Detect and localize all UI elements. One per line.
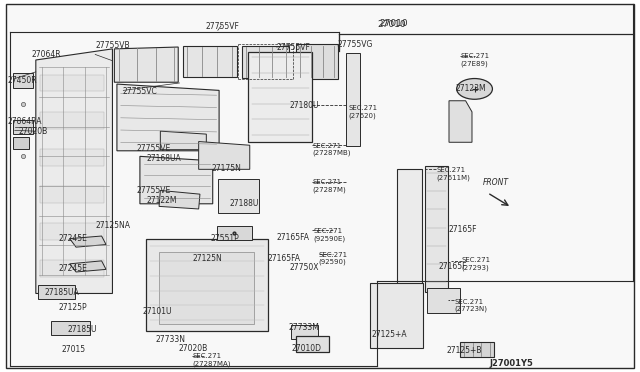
Text: 27755VG: 27755VG bbox=[338, 40, 373, 49]
Text: 27180U: 27180U bbox=[289, 101, 319, 110]
Polygon shape bbox=[70, 261, 106, 272]
FancyBboxPatch shape bbox=[13, 120, 33, 134]
Polygon shape bbox=[147, 238, 268, 331]
Polygon shape bbox=[159, 190, 200, 209]
Text: 27122M: 27122M bbox=[147, 196, 177, 205]
Text: 27125P: 27125P bbox=[58, 303, 87, 312]
FancyBboxPatch shape bbox=[40, 149, 104, 166]
Polygon shape bbox=[161, 131, 206, 150]
Polygon shape bbox=[346, 53, 360, 146]
Text: SEC.271
(27287M): SEC.271 (27287M) bbox=[312, 179, 346, 193]
Text: 27245E: 27245E bbox=[58, 264, 87, 273]
Polygon shape bbox=[296, 44, 338, 78]
Polygon shape bbox=[242, 46, 289, 78]
Text: 27450R: 27450R bbox=[7, 76, 36, 85]
Polygon shape bbox=[449, 101, 472, 142]
Text: 27755VE: 27755VE bbox=[137, 186, 171, 195]
Text: 27755VE: 27755VE bbox=[137, 144, 171, 153]
Text: SEC.271
(27611M): SEC.271 (27611M) bbox=[436, 167, 470, 181]
Text: 27755VC: 27755VC bbox=[122, 87, 157, 96]
Text: 27165F: 27165F bbox=[449, 225, 477, 234]
Text: J27001Y5: J27001Y5 bbox=[489, 359, 533, 368]
Text: 27020B: 27020B bbox=[178, 344, 207, 353]
FancyBboxPatch shape bbox=[291, 325, 318, 339]
Text: SEC.271
(27287MA): SEC.271 (27287MA) bbox=[192, 353, 231, 367]
Text: 27165FA: 27165FA bbox=[276, 232, 310, 242]
Text: 27864RA: 27864RA bbox=[7, 117, 42, 126]
Text: SEC.271
(92590E): SEC.271 (92590E) bbox=[314, 228, 346, 242]
Text: 27733M: 27733M bbox=[288, 323, 319, 332]
Polygon shape bbox=[248, 52, 312, 142]
Text: 27168UA: 27168UA bbox=[147, 154, 181, 163]
Text: 27175N: 27175N bbox=[211, 164, 241, 173]
Text: 27125NA: 27125NA bbox=[95, 221, 130, 230]
Text: 27010D: 27010D bbox=[291, 344, 321, 353]
Text: 27020B: 27020B bbox=[19, 126, 48, 136]
Text: FRONT: FRONT bbox=[483, 178, 509, 187]
FancyBboxPatch shape bbox=[40, 75, 104, 92]
Polygon shape bbox=[115, 47, 178, 82]
FancyBboxPatch shape bbox=[6, 4, 634, 368]
Polygon shape bbox=[370, 283, 424, 348]
Circle shape bbox=[457, 78, 492, 99]
FancyBboxPatch shape bbox=[40, 223, 104, 240]
Text: 27750X: 27750X bbox=[289, 263, 319, 272]
Text: 27755VF: 27755VF bbox=[205, 22, 239, 31]
Polygon shape bbox=[70, 236, 106, 247]
Polygon shape bbox=[428, 288, 461, 313]
FancyBboxPatch shape bbox=[51, 321, 90, 335]
FancyBboxPatch shape bbox=[13, 73, 33, 88]
FancyBboxPatch shape bbox=[216, 226, 252, 240]
Polygon shape bbox=[182, 46, 237, 77]
Polygon shape bbox=[218, 179, 259, 213]
Text: 27125N: 27125N bbox=[192, 254, 222, 263]
Text: 27015: 27015 bbox=[61, 345, 86, 354]
Text: 27123M: 27123M bbox=[456, 84, 486, 93]
FancyBboxPatch shape bbox=[13, 137, 29, 149]
Text: 27165F: 27165F bbox=[438, 262, 467, 271]
Text: 27125+A: 27125+A bbox=[371, 330, 406, 340]
Text: SEC.271
(92590): SEC.271 (92590) bbox=[319, 251, 348, 265]
FancyBboxPatch shape bbox=[40, 260, 104, 277]
FancyBboxPatch shape bbox=[159, 251, 253, 324]
Text: SEC.271
(27287MB): SEC.271 (27287MB) bbox=[312, 143, 351, 157]
Text: 27165FA: 27165FA bbox=[268, 254, 301, 263]
Text: SEC.271
(27620): SEC.271 (27620) bbox=[349, 105, 378, 119]
Text: 27551P: 27551P bbox=[210, 234, 239, 243]
Text: 27188U: 27188U bbox=[229, 199, 259, 208]
Text: 27755VF: 27755VF bbox=[276, 42, 310, 51]
Polygon shape bbox=[36, 49, 113, 294]
FancyBboxPatch shape bbox=[296, 336, 329, 352]
Text: SEC.271
(27E89): SEC.271 (27E89) bbox=[461, 53, 490, 67]
Text: 27010: 27010 bbox=[380, 19, 408, 28]
Text: SEC.271
(27723N): SEC.271 (27723N) bbox=[454, 299, 487, 312]
FancyBboxPatch shape bbox=[461, 341, 493, 357]
Polygon shape bbox=[117, 84, 219, 151]
Text: 27010: 27010 bbox=[378, 20, 406, 29]
Polygon shape bbox=[140, 156, 212, 204]
Text: 27101U: 27101U bbox=[143, 307, 172, 316]
Text: 27755VB: 27755VB bbox=[95, 41, 130, 50]
Text: SEC.271
(27293): SEC.271 (27293) bbox=[462, 257, 491, 270]
Polygon shape bbox=[426, 166, 448, 292]
Polygon shape bbox=[198, 141, 250, 169]
Text: 27064R: 27064R bbox=[31, 50, 61, 59]
Text: 27185UA: 27185UA bbox=[44, 288, 79, 297]
FancyBboxPatch shape bbox=[40, 186, 104, 203]
Text: 27185U: 27185U bbox=[68, 325, 97, 334]
Text: 27733N: 27733N bbox=[156, 335, 185, 344]
FancyBboxPatch shape bbox=[38, 285, 75, 299]
Polygon shape bbox=[397, 169, 422, 285]
FancyBboxPatch shape bbox=[40, 112, 104, 129]
Text: 27125+B: 27125+B bbox=[447, 346, 482, 355]
Text: 27245E: 27245E bbox=[58, 234, 87, 243]
